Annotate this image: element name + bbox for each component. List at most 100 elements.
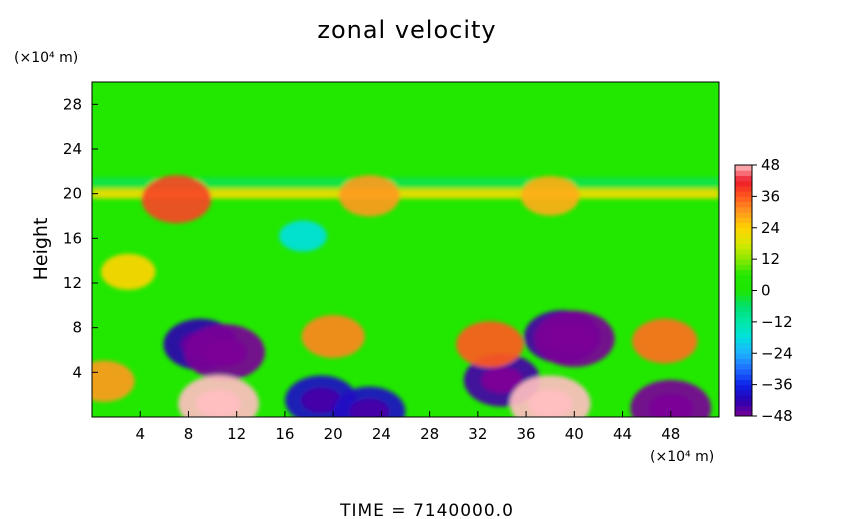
colorbar-cell bbox=[735, 280, 752, 286]
feature-1 bbox=[92, 188, 719, 199]
feature-core bbox=[480, 366, 523, 394]
feature-3 bbox=[338, 175, 400, 217]
colorbar: 48 36 24 12 0 −12 −24 −36 −48 bbox=[734, 156, 793, 425]
colorbar-cell bbox=[735, 170, 752, 176]
colorbar-cell bbox=[735, 327, 752, 333]
colorbar-cell bbox=[735, 395, 752, 401]
y-axis-unit: (×10⁴ m) bbox=[14, 50, 78, 66]
colorbar-cell bbox=[735, 337, 752, 344]
y-tick-label: 12 bbox=[63, 274, 82, 292]
colorbar-cell bbox=[735, 400, 752, 407]
feature-layer bbox=[92, 175, 719, 417]
colorbar-cell bbox=[735, 222, 752, 229]
colorbar-tick-label: 48 bbox=[761, 156, 780, 174]
colorbar-cell bbox=[735, 165, 752, 171]
colorbar-cell bbox=[735, 238, 752, 244]
x-tick-label: 32 bbox=[468, 425, 487, 443]
y-axis-label: Height bbox=[30, 218, 52, 281]
feature-19 bbox=[92, 360, 135, 402]
colorbar-cell bbox=[735, 185, 752, 192]
feature-12 bbox=[456, 321, 524, 368]
colorbar-cell bbox=[735, 311, 752, 318]
colorbar-cell bbox=[735, 332, 752, 339]
colorbar-cell bbox=[735, 379, 752, 386]
x-tick-label: 44 bbox=[613, 425, 632, 443]
colorbar-cell bbox=[735, 321, 752, 328]
colorbar-cell bbox=[735, 316, 752, 323]
x-axis-unit: (×10⁴ m) bbox=[650, 449, 714, 465]
plot-area bbox=[91, 81, 720, 418]
y-tick-label: 28 bbox=[63, 95, 82, 113]
feature-13 bbox=[632, 318, 698, 364]
feature-core bbox=[202, 338, 247, 367]
colorbar-cell bbox=[735, 243, 752, 250]
colorbar-cell bbox=[735, 342, 752, 349]
colorbar-cell bbox=[735, 389, 752, 396]
colorbar-cell bbox=[735, 180, 752, 187]
feature-2 bbox=[141, 175, 212, 224]
colorbar-cell bbox=[735, 363, 752, 370]
colorbar-cell bbox=[735, 306, 752, 312]
colorbar-cell bbox=[735, 175, 752, 182]
colorbar-cell bbox=[735, 259, 752, 265]
x-tick-label: 48 bbox=[661, 425, 680, 443]
colorbar-gradient bbox=[735, 165, 752, 417]
colorbar-cell bbox=[735, 253, 752, 260]
feature-18 bbox=[100, 253, 156, 290]
time-label: TIME = 7140000.0 bbox=[339, 501, 514, 519]
colorbar-cell bbox=[735, 191, 752, 197]
colorbar-cell bbox=[735, 405, 752, 412]
colorbar-cell bbox=[735, 300, 752, 307]
x-tick-label: 8 bbox=[184, 425, 194, 443]
colorbar-cell bbox=[735, 358, 752, 365]
y-tick-label: 20 bbox=[63, 185, 82, 203]
feature-0 bbox=[92, 177, 719, 188]
colorbar-cell bbox=[735, 196, 752, 203]
colorbar-cell bbox=[735, 368, 752, 375]
y-tick-label: 4 bbox=[72, 363, 82, 381]
x-tick-label: 4 bbox=[135, 425, 145, 443]
y-axis: 4 8 12 16 20 24 28 bbox=[63, 95, 98, 381]
colorbar-cell bbox=[735, 410, 752, 417]
colorbar-tick-label: 24 bbox=[761, 219, 780, 237]
feature-core bbox=[527, 389, 573, 417]
x-axis: 4 8 12 16 20 24 28 32 36 40 44 48 bbox=[135, 411, 680, 443]
x-tick-label: 12 bbox=[227, 425, 246, 443]
x-tick-label: 16 bbox=[275, 425, 294, 443]
colorbar-cell bbox=[735, 217, 752, 224]
colorbar-cell bbox=[735, 353, 752, 359]
colorbar-cell bbox=[735, 248, 752, 255]
x-tick-label: 24 bbox=[372, 425, 391, 443]
x-tick-label: 36 bbox=[517, 425, 536, 443]
feature-core bbox=[349, 399, 390, 417]
colorbar-cell bbox=[735, 201, 752, 208]
x-tick-label: 20 bbox=[324, 425, 343, 443]
y-tick-label: 8 bbox=[72, 319, 82, 337]
colorbar-cell bbox=[735, 232, 752, 239]
feature-core bbox=[196, 389, 241, 417]
colorbar-tick-label: 36 bbox=[761, 187, 780, 205]
colorbar-cell bbox=[735, 295, 752, 302]
colorbar-cell bbox=[735, 264, 752, 271]
feature-11 bbox=[301, 315, 365, 359]
colorbar-tick-label: −12 bbox=[761, 313, 793, 331]
colorbar-cell bbox=[735, 384, 752, 391]
feature-core bbox=[552, 324, 597, 353]
colorbar-cell bbox=[735, 274, 752, 281]
feature-20 bbox=[279, 220, 327, 252]
colorbar-cell bbox=[735, 374, 752, 380]
colorbar-ticks: 48 36 24 12 0 −12 −24 −36 −48 bbox=[752, 156, 793, 425]
feature-core bbox=[301, 387, 341, 413]
chart-title: zonal velocity bbox=[317, 16, 496, 44]
colorbar-cell bbox=[735, 269, 752, 276]
feature-4 bbox=[520, 176, 580, 216]
y-tick-label: 24 bbox=[63, 140, 82, 158]
plot-frame bbox=[91, 81, 720, 418]
colorbar-tick-label: 0 bbox=[761, 282, 771, 300]
colorbar-cell bbox=[735, 348, 752, 354]
colorbar-tick-label: −24 bbox=[761, 344, 793, 362]
y-tick-label: 16 bbox=[63, 229, 82, 247]
x-tick-label: 40 bbox=[565, 425, 584, 443]
colorbar-cell bbox=[735, 227, 752, 234]
